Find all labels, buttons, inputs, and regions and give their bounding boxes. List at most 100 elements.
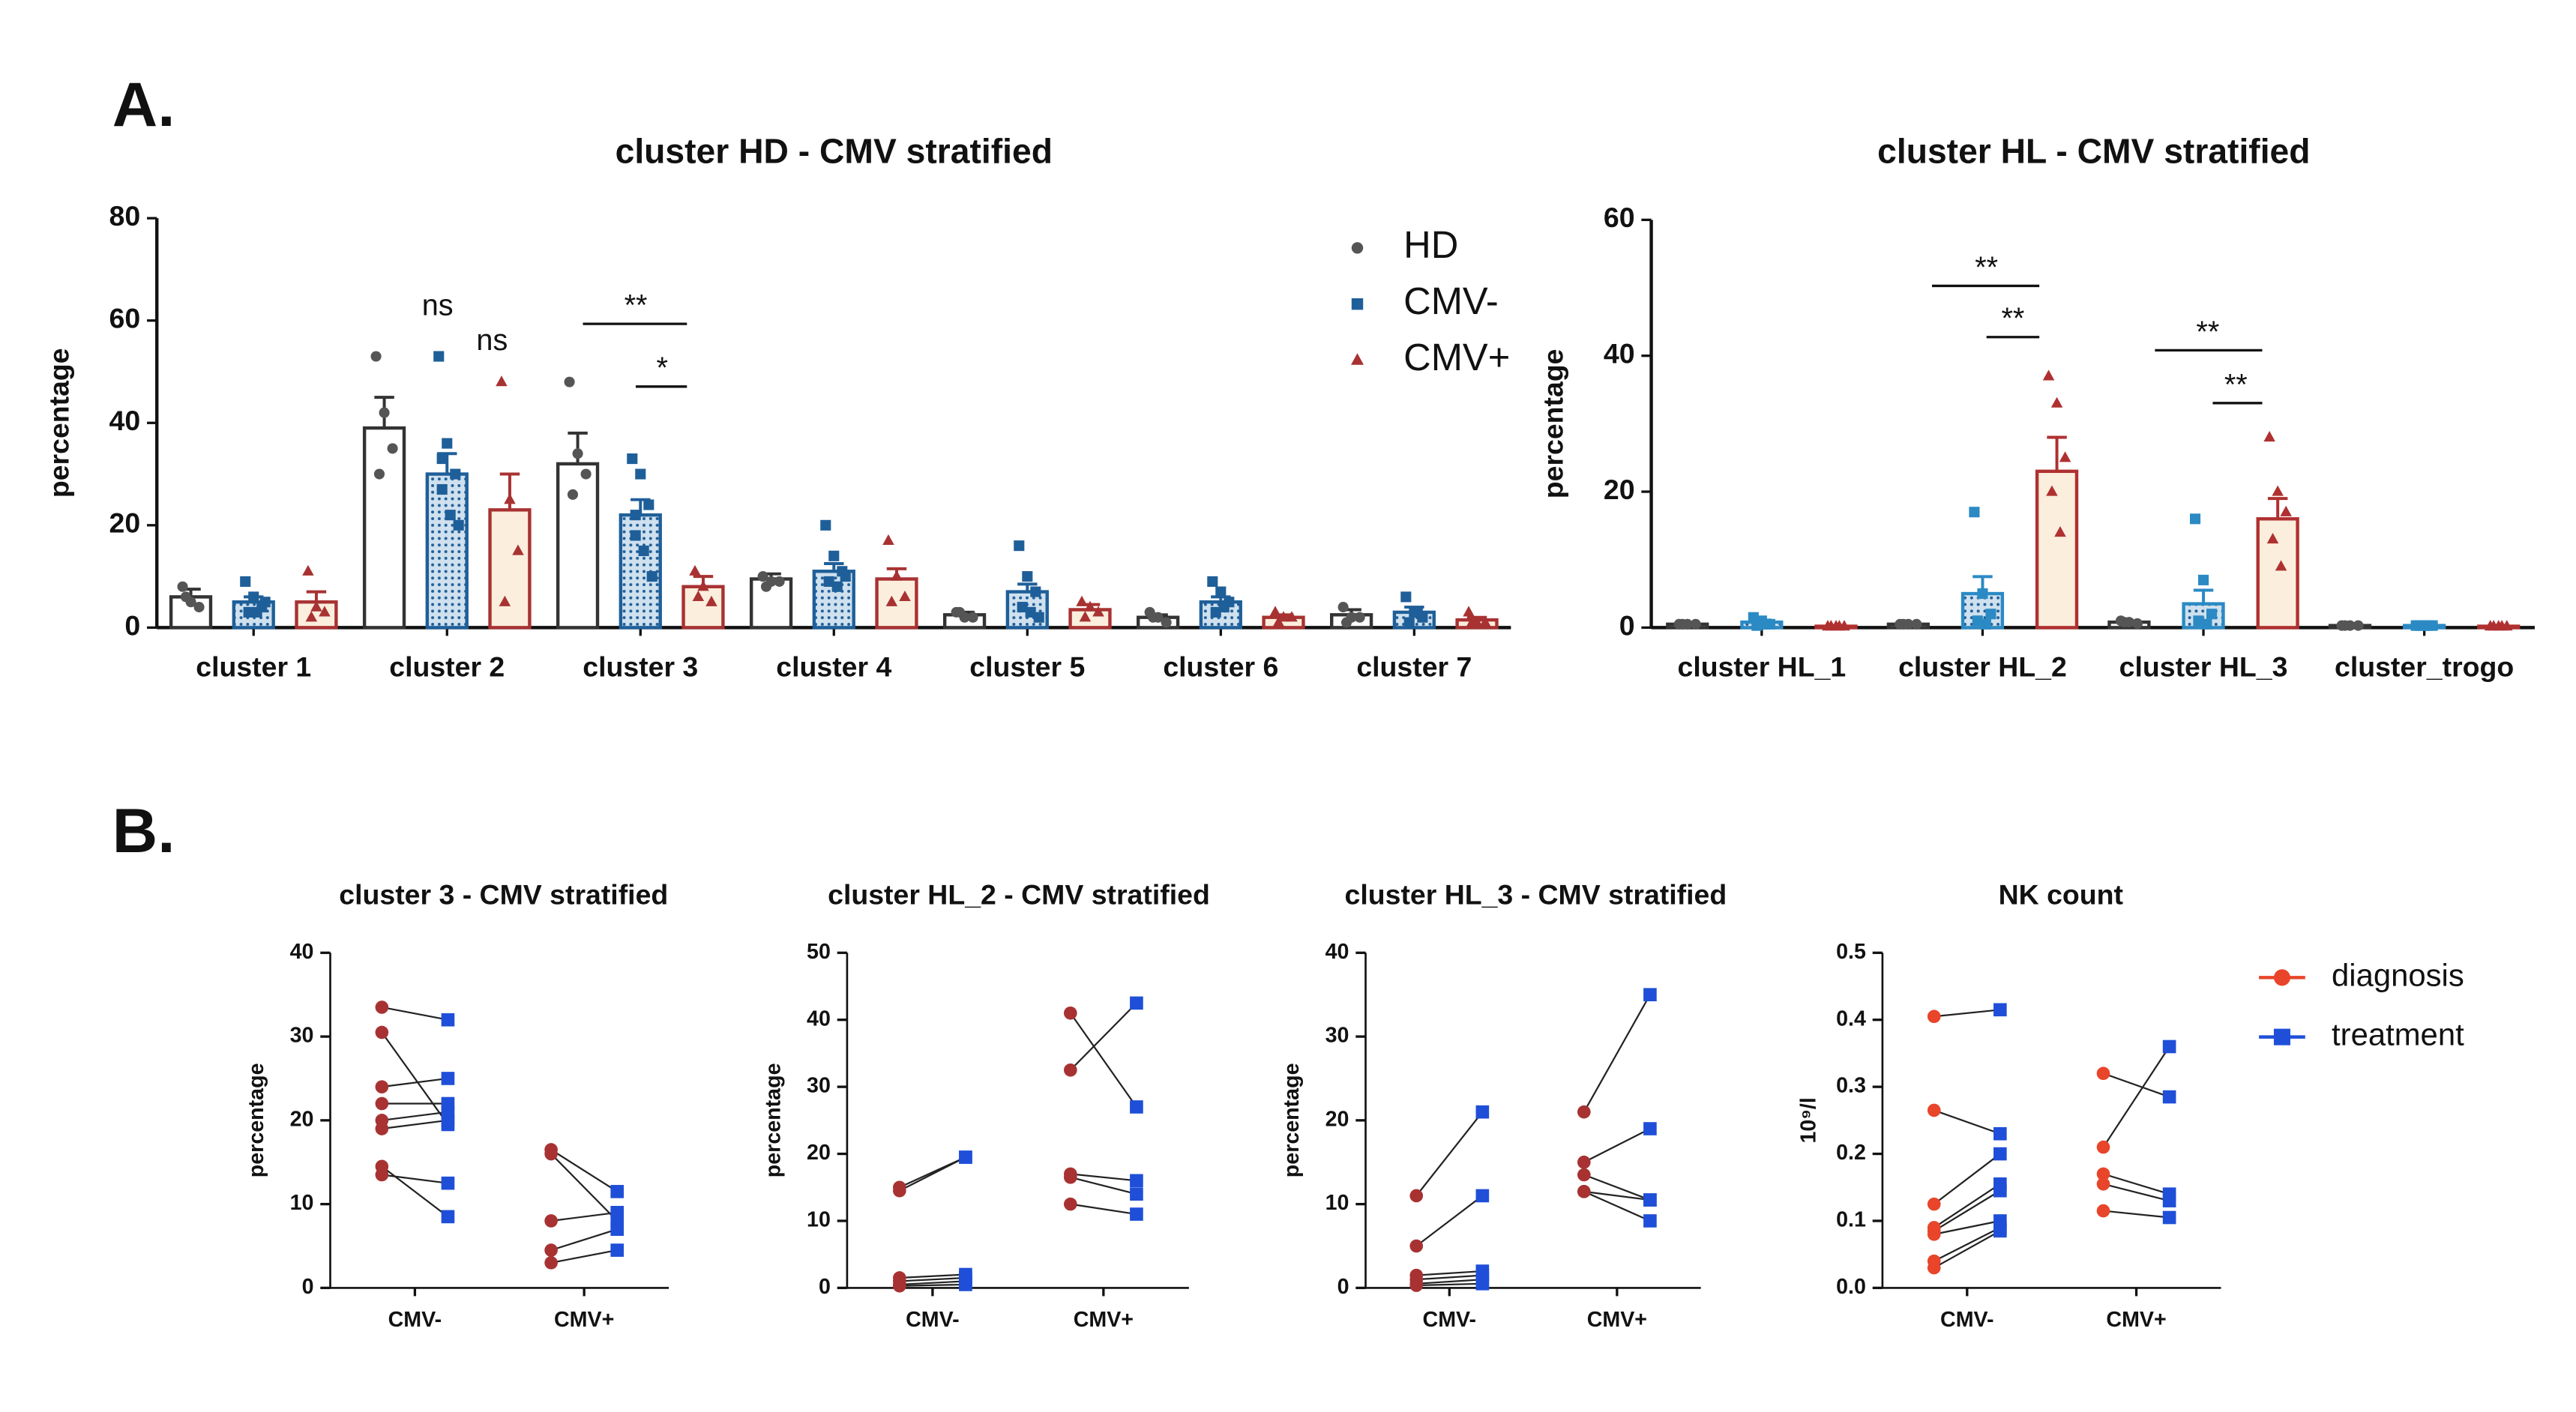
- data-point: [697, 580, 709, 591]
- data-point: [689, 564, 701, 576]
- data-point: [959, 1278, 972, 1291]
- data-point: [1130, 1187, 1143, 1201]
- x-tick-label: CMV-: [1940, 1308, 1994, 1332]
- x-tick-label: cluster 6: [1163, 651, 1278, 682]
- y-tick-label: 0.2: [1836, 1141, 1866, 1165]
- x-tick-label: cluster 5: [969, 651, 1085, 682]
- annotation: **: [2196, 316, 2219, 349]
- y-tick-label: 0: [1337, 1275, 1349, 1299]
- data-point: [2272, 485, 2284, 496]
- chart-title: NK count: [1999, 878, 2124, 910]
- bar: [1068, 608, 1112, 630]
- data-point: [251, 606, 262, 618]
- data-point: [1064, 1006, 1077, 1020]
- data-point: [2162, 1210, 2176, 1225]
- data-point: [1272, 616, 1285, 627]
- data-point: [1577, 1155, 1591, 1169]
- y-tick-label: 0.5: [1836, 940, 1866, 964]
- data-point: [544, 1256, 558, 1270]
- pair-line: [381, 1165, 449, 1218]
- legend-label: CMV+: [1403, 336, 1510, 378]
- y-tick-label: 0: [1619, 609, 1635, 641]
- pair-line: [1933, 1183, 2001, 1228]
- data-point: [1927, 1010, 1941, 1024]
- data-point: [1017, 602, 1028, 613]
- y-tick-label: 30: [807, 1074, 831, 1098]
- data-point: [319, 606, 331, 617]
- x-tick-label: CMV-: [388, 1308, 442, 1332]
- pair-line: [2103, 1173, 2170, 1195]
- data-point: [1993, 1147, 2007, 1161]
- y-axis-label: percentage: [43, 348, 74, 498]
- data-point: [954, 606, 966, 618]
- data-point: [828, 550, 840, 561]
- y-tick-label: 30: [290, 1024, 314, 1048]
- y-axis-label: percentage: [1280, 1063, 1304, 1177]
- data-point: [248, 591, 259, 603]
- pair-line: [550, 1153, 618, 1222]
- x-tick-label: CMV-: [1423, 1308, 1477, 1332]
- x-tick-label: cluster HL_3: [2119, 651, 2288, 682]
- data-point: [243, 606, 254, 618]
- data-point: [433, 351, 445, 362]
- data-point: [2046, 485, 2058, 496]
- data-point: [193, 602, 205, 613]
- legend-marker: [1351, 242, 1364, 254]
- data-point: [2339, 620, 2350, 631]
- data-point: [882, 534, 894, 545]
- data-point: [1030, 586, 1041, 597]
- data-point: [1479, 616, 1491, 627]
- y-tick-label: 20: [1604, 474, 1635, 505]
- data-point: [893, 1183, 906, 1198]
- y-tick-label: 60: [1604, 202, 1635, 233]
- data-point: [885, 595, 898, 606]
- annotation: ns: [422, 289, 454, 322]
- data-point: [1076, 595, 1088, 606]
- data-point: [1064, 1171, 1077, 1184]
- data-point: [512, 544, 524, 555]
- data-point: [1033, 612, 1044, 623]
- data-point: [774, 576, 785, 587]
- pair-line: [1416, 1274, 1483, 1281]
- annotation: *: [657, 352, 668, 384]
- pair-line: [382, 1119, 448, 1130]
- y-tick-label: 40: [1325, 940, 1349, 964]
- data-point: [1269, 606, 1281, 617]
- legend-label: HD: [1403, 223, 1458, 266]
- data-point: [436, 483, 448, 495]
- annotation: **: [1975, 251, 1998, 284]
- pair-line: [1416, 1270, 1483, 1276]
- data-point: [1748, 612, 1759, 623]
- data-point: [893, 1279, 906, 1293]
- data-point: [1985, 609, 1996, 620]
- pair-line: [1415, 1111, 1484, 1197]
- data-point: [2162, 1090, 2176, 1104]
- data-point: [1210, 606, 1221, 618]
- data-point: [1475, 1189, 1490, 1203]
- data-point: [1643, 1193, 1657, 1207]
- data-point: [1980, 618, 1991, 630]
- data-point: [375, 1096, 389, 1111]
- data-point: [445, 510, 456, 521]
- x-tick-label: cluster HL_2: [1898, 651, 2067, 682]
- data-point: [2189, 513, 2201, 525]
- x-tick-label: CMV+: [1074, 1308, 1134, 1332]
- data-point: [2422, 620, 2434, 631]
- data-point: [2488, 620, 2500, 631]
- data-point: [1577, 1168, 1591, 1182]
- y-tick-label: 20: [290, 1107, 314, 1131]
- data-point: [1760, 618, 1771, 630]
- data-point: [760, 581, 772, 592]
- data-point: [2353, 620, 2364, 631]
- data-point: [259, 597, 271, 608]
- pair-line: [1933, 1189, 2001, 1232]
- data-point: [1977, 588, 1988, 600]
- data-point: [692, 590, 705, 602]
- data-point: [2496, 620, 2508, 631]
- data-point: [1278, 611, 1289, 622]
- data-point: [2119, 617, 2130, 628]
- y-tick-label: 10: [290, 1191, 314, 1215]
- pair-line: [899, 1276, 966, 1282]
- data-point: [1409, 1189, 1424, 1203]
- y-tick-label: 0.1: [1836, 1208, 1866, 1232]
